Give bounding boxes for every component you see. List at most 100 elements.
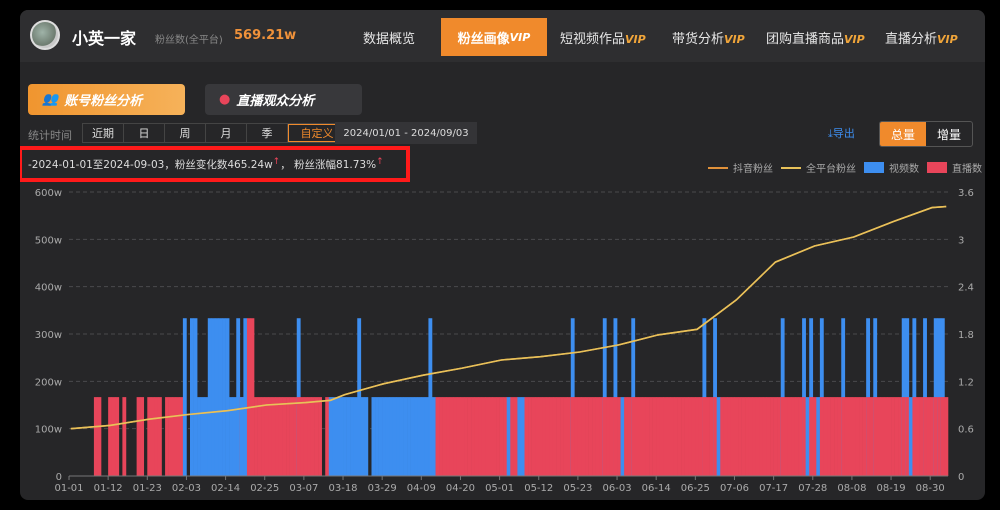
live-bar bbox=[869, 397, 874, 476]
period-recent[interactable]: 近期 bbox=[83, 124, 124, 142]
live-bar bbox=[275, 397, 280, 476]
nav-group-live-products[interactable]: 团购直播商品VIP bbox=[766, 28, 865, 47]
increment-button[interactable]: 增量 bbox=[936, 127, 961, 142]
legend-douyin[interactable]: 抖音粉丝 bbox=[733, 164, 773, 175]
y-right-tick-label: 1.8 bbox=[958, 330, 974, 341]
live-bar bbox=[581, 397, 586, 476]
video-bar bbox=[214, 318, 219, 476]
live-bar bbox=[172, 397, 177, 476]
live-bar bbox=[773, 397, 778, 476]
live-bar bbox=[278, 397, 283, 476]
live-bar bbox=[624, 397, 629, 476]
video-bar bbox=[517, 397, 522, 476]
live-bar bbox=[834, 397, 838, 476]
legend-live[interactable]: 直播数 bbox=[952, 164, 982, 175]
live-bar bbox=[179, 397, 184, 476]
filter-label: 统计时间 bbox=[28, 129, 72, 142]
total-increment-toggle: 总量 增量 bbox=[879, 121, 973, 147]
nav-data-overview[interactable]: 数据概览 bbox=[363, 28, 415, 47]
legend-video-swatch bbox=[864, 162, 884, 173]
live-bar bbox=[809, 397, 814, 476]
nav-short-video[interactable]: 短视频作品VIP bbox=[560, 28, 646, 47]
nav-label: 短视频作品 bbox=[560, 32, 626, 47]
video-bar bbox=[375, 397, 379, 476]
live-bar bbox=[303, 397, 308, 476]
live-bar bbox=[250, 318, 255, 476]
y-right-tick-label: 3 bbox=[958, 235, 964, 246]
live-bar bbox=[585, 397, 589, 476]
x-tick-label: 01-23 bbox=[133, 483, 162, 494]
live-bar bbox=[798, 397, 803, 476]
video-bar bbox=[182, 318, 187, 476]
x-tick-label: 08-30 bbox=[916, 483, 945, 494]
live-bar bbox=[510, 397, 515, 476]
video-bar bbox=[385, 397, 390, 476]
legend-all-platform[interactable]: 全平台粉丝 bbox=[806, 164, 856, 175]
live-bar bbox=[823, 397, 828, 476]
live-bar bbox=[677, 397, 682, 476]
video-bar bbox=[236, 318, 241, 476]
x-tick-label: 04-09 bbox=[407, 483, 436, 494]
live-bar bbox=[727, 397, 732, 476]
nav-live-analysis[interactable]: 直播分析VIP bbox=[885, 28, 958, 47]
live-bar bbox=[787, 397, 792, 476]
live-bar bbox=[503, 397, 508, 476]
total-button[interactable]: 总量 bbox=[880, 122, 926, 146]
nav-fans-profile[interactable]: 粉丝画像 VIP bbox=[441, 18, 547, 56]
live-bar bbox=[681, 397, 685, 476]
tab-account-fans[interactable]: 👥 账号粉丝分析 bbox=[28, 84, 185, 115]
live-bar bbox=[631, 397, 636, 476]
live-bar bbox=[542, 397, 547, 476]
live-bar bbox=[246, 318, 251, 476]
date-range-picker[interactable]: 2024/01/01 - 2024/09/03 bbox=[335, 122, 477, 144]
video-bar bbox=[218, 318, 223, 476]
video-bar bbox=[908, 397, 913, 476]
live-bar bbox=[496, 397, 500, 476]
live-bar bbox=[254, 397, 258, 476]
y-left-tick-label: 500w bbox=[35, 235, 62, 246]
live-bar bbox=[271, 397, 276, 476]
live-bar bbox=[883, 397, 888, 476]
live-bar bbox=[563, 397, 568, 476]
legend-video[interactable]: 视频数 bbox=[889, 164, 919, 175]
video-bar bbox=[189, 318, 194, 476]
avatar[interactable] bbox=[30, 20, 60, 50]
live-bar bbox=[901, 397, 906, 476]
live-bar bbox=[140, 397, 145, 476]
legend-douyin-swatch bbox=[708, 166, 728, 169]
live-bar bbox=[734, 397, 739, 476]
video-bar bbox=[339, 397, 344, 476]
video-bar bbox=[357, 318, 362, 476]
live-bar bbox=[289, 397, 294, 476]
live-bar bbox=[574, 397, 579, 476]
period-week[interactable]: 周 bbox=[165, 124, 206, 142]
user-icon: ● bbox=[219, 92, 231, 107]
live-bar bbox=[912, 397, 917, 476]
live-bar bbox=[453, 397, 458, 476]
tab-live-audience[interactable]: ● 直播观众分析 bbox=[205, 84, 362, 115]
period-month[interactable]: 月 bbox=[206, 124, 247, 142]
summary-text: -2024-01-01至2024-09-03，粉丝变化数465.24w bbox=[28, 159, 273, 171]
live-bar bbox=[894, 397, 899, 476]
live-bar bbox=[93, 397, 98, 476]
live-bar bbox=[488, 397, 493, 476]
x-tick-label: 05-12 bbox=[524, 483, 553, 494]
live-bar bbox=[841, 397, 846, 476]
live-bar bbox=[165, 397, 169, 476]
video-bar bbox=[225, 318, 230, 476]
live-bar bbox=[318, 397, 322, 476]
live-bar bbox=[460, 397, 465, 476]
live-bar bbox=[759, 397, 764, 476]
video-bar bbox=[396, 397, 401, 476]
live-bar bbox=[933, 397, 938, 476]
vip-badge: VIP bbox=[937, 33, 958, 46]
live-bar bbox=[641, 397, 646, 476]
nav-label: 数据概览 bbox=[363, 32, 416, 47]
period-quarter[interactable]: 季 bbox=[247, 124, 288, 142]
video-bar bbox=[382, 397, 387, 476]
export-button[interactable]: ⤓导出 bbox=[828, 125, 855, 141]
live-bar bbox=[577, 397, 582, 476]
period-day[interactable]: 日 bbox=[124, 124, 165, 142]
nav-sales-analysis[interactable]: 带货分析VIP bbox=[672, 28, 745, 47]
live-bar bbox=[723, 397, 728, 476]
